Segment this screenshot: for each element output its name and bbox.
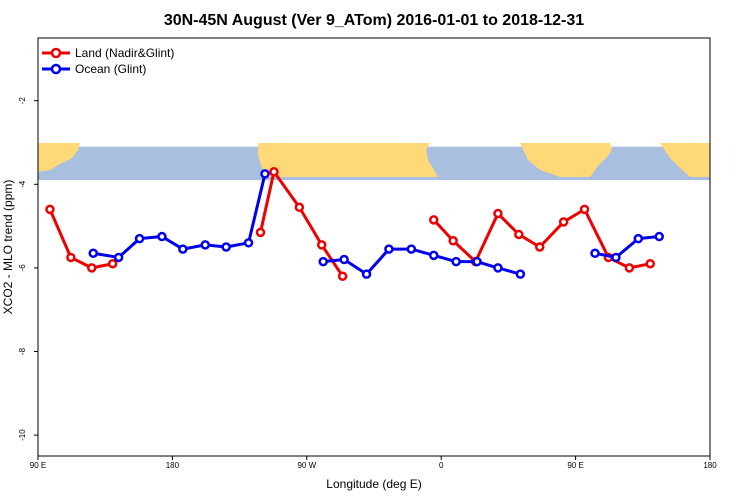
data-point [493, 263, 503, 273]
data-point [294, 202, 305, 213]
legend-marker-land [50, 47, 62, 59]
x-tick-label: 180 [703, 461, 717, 470]
data-point [611, 252, 621, 263]
map-land [38, 143, 710, 177]
data-point [654, 231, 664, 242]
data-point [157, 231, 167, 242]
x-tick-label: 90 E [567, 461, 583, 470]
data-point [107, 258, 118, 269]
x-axis-label: Longitude (deg E) [326, 477, 421, 491]
legend: Land (Nadir&Glint) Ocean (Glint) [42, 46, 174, 76]
data-point [624, 263, 635, 273]
data-point [87, 263, 97, 273]
series-line [594, 235, 660, 259]
y-tick-label: -4 [18, 180, 27, 188]
data-point [318, 256, 328, 267]
data-point [178, 244, 188, 254]
data-point [384, 244, 394, 254]
data-point [255, 227, 266, 238]
series-line [48, 208, 113, 270]
data-point [221, 242, 231, 252]
chart-title: 30N-45N August (Ver 9_ATom) 2016-01-01 t… [164, 12, 584, 29]
data-point [579, 204, 590, 215]
plot-frame [37, 37, 711, 457]
data-point [645, 258, 656, 269]
legend-label-ocean: Ocean (Glint) [75, 62, 146, 76]
map-land-shape [520, 143, 612, 177]
data-point [448, 235, 458, 246]
map-strip [38, 143, 710, 181]
series-1 [88, 169, 664, 279]
data-point [134, 233, 145, 244]
data-point [493, 208, 503, 219]
data-point [45, 204, 55, 215]
data-point [113, 252, 124, 263]
data-point [515, 269, 526, 279]
data-point [535, 242, 545, 252]
map-land-shape [258, 143, 438, 177]
data-point [260, 169, 270, 179]
x-tick-label: 0 [439, 461, 444, 470]
x-tick-label: 90 W [297, 461, 316, 470]
map-land-shape [660, 143, 710, 177]
x-tick-label: 180 [166, 461, 180, 470]
data-point [428, 250, 439, 261]
data-point [428, 215, 439, 225]
series-layer [45, 167, 664, 282]
data-point [339, 254, 349, 265]
map-land-shape [38, 143, 80, 172]
legend-item-ocean: Ocean (Glint) [42, 62, 146, 76]
data-point [316, 240, 327, 250]
data-point [243, 238, 254, 248]
data-point [66, 252, 76, 263]
y-tick-label: -6 [18, 264, 27, 272]
data-point [633, 233, 644, 244]
legend-marker-ocean [50, 63, 62, 75]
data-point [558, 217, 569, 227]
series-line [323, 247, 521, 276]
y-tick-label: -2 [18, 97, 27, 105]
series-line [93, 173, 267, 259]
data-point [200, 240, 211, 250]
data-point [361, 269, 372, 279]
x-tick-label: 90 E [30, 461, 46, 470]
y-axis: -2 -4 -6 -8 -10 [18, 97, 38, 441]
data-point [269, 167, 279, 177]
legend-item-land: Land (Nadir&Glint) [42, 46, 174, 60]
y-tick-label: -8 [18, 347, 27, 355]
y-axis-label: XCO2 - MLO trend (ppm) [1, 180, 15, 315]
legend-label-land: Land (Nadir&Glint) [75, 46, 174, 60]
data-point [88, 248, 99, 259]
data-point [406, 244, 417, 254]
data-point [451, 256, 461, 267]
x-axis: 90 E 180 90 W 0 90 E 180 [30, 456, 717, 470]
data-point [590, 248, 600, 259]
data-point [514, 229, 524, 240]
data-point [337, 271, 348, 282]
data-point [472, 256, 482, 267]
y-tick-label: -10 [18, 429, 27, 441]
